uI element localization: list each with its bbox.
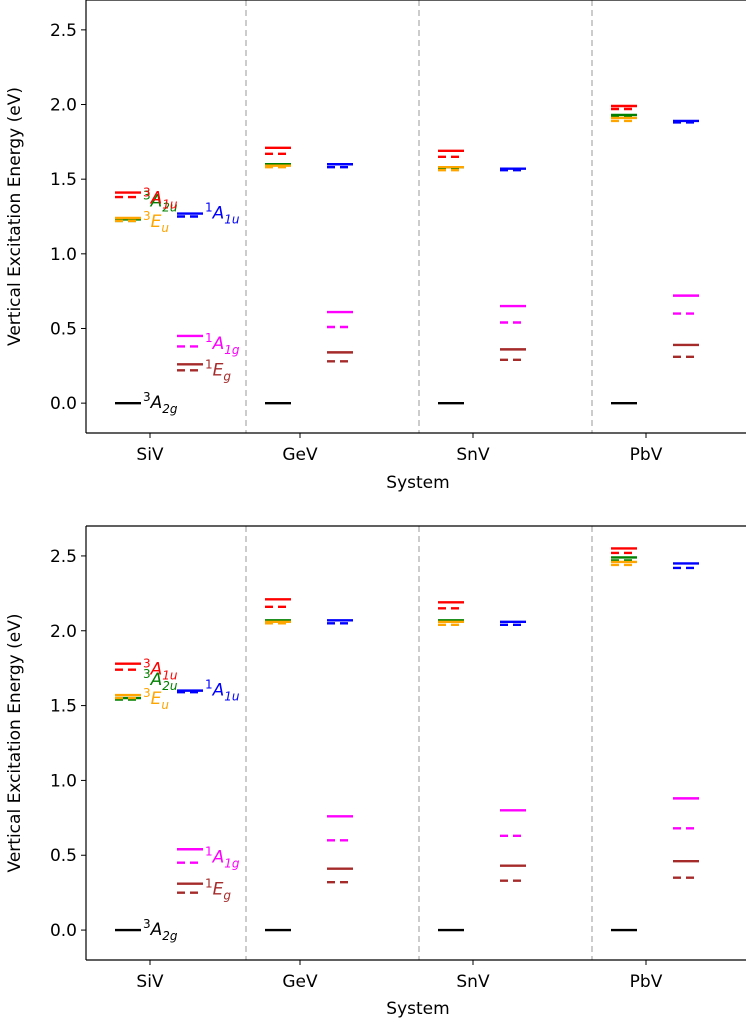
y-tick-label: 1.0 [50, 771, 77, 791]
y-tick-label: 1.5 [50, 697, 77, 717]
label-subscript: 2g [162, 402, 178, 416]
label-superscript: 3 [143, 657, 151, 671]
label-subscript: g [223, 369, 231, 383]
label-subscript: 1u [162, 669, 178, 683]
y-tick-label: 0.5 [50, 319, 77, 339]
label-symbol: A [150, 393, 163, 413]
x-tick-label: PbV [630, 972, 663, 992]
y-tick-label: 0.0 [50, 921, 77, 941]
label-symbol: A [150, 191, 163, 211]
label-symbol: A [150, 670, 163, 690]
label-subscript: 2u [162, 200, 178, 214]
state-label-3Eu: 3Eu [143, 686, 169, 712]
label-symbol: A [150, 920, 163, 940]
x-axis-title: System [386, 999, 449, 1019]
state-label-1A1u: 1A1u [205, 201, 240, 227]
x-tick-label: PbV [630, 445, 663, 465]
label-superscript: 1 [205, 877, 213, 891]
y-tick-label: 2.0 [50, 622, 77, 642]
label-superscript: 1 [205, 201, 213, 215]
label-superscript: 3 [143, 686, 151, 700]
state-label-3A2u: 3A2u [143, 188, 178, 214]
label-superscript: 3 [143, 186, 151, 200]
state-label-3Eu: 3Eu [143, 209, 169, 235]
x-tick-label: SiV [136, 972, 164, 992]
y-tick-label: 0.5 [50, 846, 77, 866]
label-superscript: 1 [205, 678, 213, 692]
label-subscript: 1u [162, 198, 178, 212]
x-tick-label: SnV [456, 972, 490, 992]
y-tick-label: 0.0 [50, 394, 77, 414]
label-subscript: 2g [162, 929, 178, 943]
label-subscript: 1u [224, 690, 240, 704]
label-symbol: A [212, 847, 225, 867]
label-subscript: 1g [224, 856, 240, 870]
label-subscript: g [223, 889, 231, 903]
label-symbol: A [150, 660, 163, 680]
chart-panel-1: 0.0 0.5 1.0 1.5 2.0 2.5 SiV GeV SnV PbV System Vert… [5, 0, 746, 493]
label-symbol: A [212, 334, 225, 354]
label-superscript: 3 [143, 390, 151, 404]
label-superscript: 3 [143, 667, 151, 681]
label-superscript: 1 [205, 357, 213, 371]
label-symbol: E [151, 212, 162, 232]
chart-panel-2: 0.0 0.5 1.0 1.5 2.0 2.5 SiV GeV SnV PbV System Vert… [5, 525, 746, 1019]
y-tick-label: 2.5 [50, 21, 77, 41]
state-label-1A1u: 1A1u [205, 678, 240, 704]
y-tick-label: 2.5 [50, 547, 77, 567]
state-label-3A2u: 3A2u [143, 667, 178, 693]
state-label-3A1u: 3A1u [143, 186, 178, 212]
label-superscript: 3 [143, 209, 151, 223]
state-label-1A1g: 1A1g [205, 331, 240, 357]
state-label-1Eg: 1Eg [205, 877, 231, 903]
x-axis-title: System [386, 473, 449, 493]
label-symbol: A [212, 204, 225, 224]
label-superscript: 3 [143, 917, 151, 931]
label-superscript: 1 [205, 331, 213, 345]
label-subscript: 2u [162, 679, 178, 693]
y-tick-label: 1.0 [50, 245, 77, 265]
label-superscript: 1 [205, 844, 213, 858]
state-label-1A1g: 1A1g [205, 844, 240, 870]
label-symbol: A [150, 189, 163, 209]
label-symbol: E [213, 360, 224, 380]
label-superscript: 3 [143, 188, 151, 202]
x-tick-label: SiV [136, 445, 164, 465]
state-label-1Eg: 1Eg [205, 357, 231, 383]
x-tick-label: GeV [282, 445, 318, 465]
state-label-3A2g: 3A2g [143, 917, 178, 943]
label-subscript: 1g [224, 343, 240, 357]
x-tick-label: SnV [456, 445, 490, 465]
y-tick-label: 1.5 [50, 170, 77, 190]
state-label-3A2g: 3A2g [143, 390, 178, 416]
label-symbol: E [151, 689, 162, 709]
label-subscript: u [161, 698, 169, 712]
y-axis-title: Vertical Excitation Energy (eV) [5, 614, 25, 873]
label-subscript: u [161, 221, 169, 235]
state-label-3A1u: 3A1u [143, 657, 178, 683]
label-subscript: 1u [224, 213, 240, 227]
label-symbol: E [213, 880, 224, 900]
y-tick-label: 2.0 [50, 96, 77, 116]
label-symbol: A [212, 681, 225, 701]
x-tick-label: GeV [282, 972, 318, 992]
y-axis-title: Vertical Excitation Energy (eV) [5, 87, 25, 346]
